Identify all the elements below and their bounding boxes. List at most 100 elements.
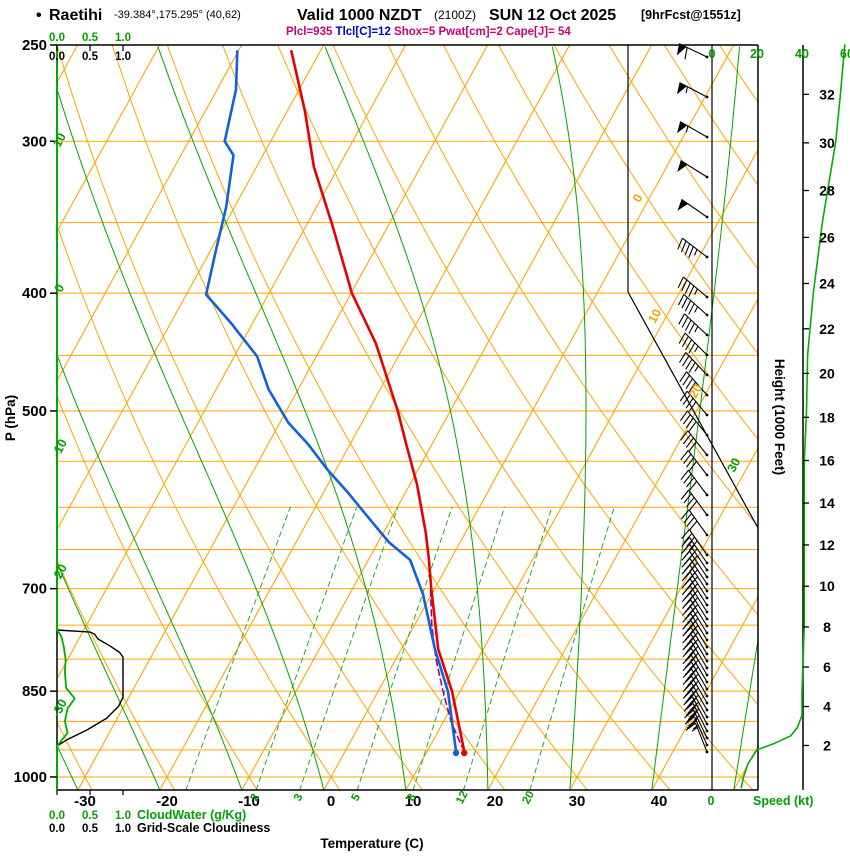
moist-adiabat-line: [57, 561, 161, 790]
wind-barb-station-dot: [705, 729, 709, 733]
wind-barb-station-dot: [705, 55, 709, 59]
wind-barb-full: [688, 285, 695, 297]
isotherm-line: [57, 45, 407, 680]
wind-barb-full: [683, 532, 693, 543]
valid-zulu-label: (2100Z): [434, 8, 476, 22]
wind-barb-full: [683, 433, 692, 445]
wind-barb-station-dot: [705, 575, 709, 579]
mixing-ratio-label: 8: [405, 792, 419, 804]
pressure-tick-label: 850: [22, 683, 47, 700]
wind-barb-full: [685, 722, 696, 731]
wind-barb-full: [689, 540, 698, 551]
speed-scale-label: 0: [709, 47, 716, 61]
wind-barb-full: [688, 421, 697, 432]
pressure-tick-label: 250: [22, 37, 47, 54]
wind-barb-station-dot: [705, 610, 709, 614]
cloudiness-scale-top-label: 1.0: [115, 51, 131, 63]
wind-barb: [681, 544, 709, 572]
isotherm-inline-label: 10: [645, 307, 664, 326]
wind-barb-full: [682, 374, 690, 386]
wind-barb-full: [686, 713, 696, 723]
stability-index-3: Pwat[cm]=2: [435, 26, 502, 38]
wind-barb-full: [681, 599, 691, 609]
wind-barb-full: [686, 720, 697, 729]
wind-barb-full: [682, 661, 692, 672]
cloudiness-scale-top-label: 0.5: [82, 51, 99, 63]
wind-barb-station-dot: [705, 645, 709, 649]
grid-scale-cloudiness-curve: [56, 44, 124, 791]
pressure-tick-label: 300: [22, 133, 47, 150]
moist-adiabat-line: [551, 46, 587, 790]
speed-scale-label: 60: [840, 47, 850, 61]
wind-barb-full: [683, 513, 693, 524]
wind-barb: [681, 550, 709, 579]
isotherm-line: [159, 45, 571, 790]
wind-barb: [681, 571, 709, 600]
wind-barb-full: [683, 493, 692, 504]
dry-adiabat-line: [57, 45, 423, 790]
wind-barb-full: [681, 537, 690, 547]
pressure-tick-label: 700: [22, 581, 47, 598]
stability-index-0: Plcl=935: [286, 26, 333, 38]
wind-barb-pennant: [677, 160, 688, 172]
wind-barb-station-dot: [705, 175, 709, 179]
wind-barb-station-dot: [705, 553, 709, 557]
moist-adiabat-edge-label: -20: [49, 562, 70, 585]
wind-barb-staff: [678, 43, 708, 58]
wind-barb-full: [684, 243, 691, 256]
wind-barb-full: [680, 450, 689, 461]
wind-barb-full: [685, 700, 695, 710]
wind-barb-full: [688, 381, 697, 393]
wind-barb: [680, 450, 709, 477]
temperature-tick-label: 40: [651, 793, 668, 810]
dry-adiabat-line: [277, 45, 754, 790]
wind-barb-full: [688, 362, 696, 373]
isotherm-line: [57, 45, 325, 531]
isotherm-inline-label: 0: [630, 192, 646, 205]
wind-barb-station-dot: [705, 673, 709, 677]
height-tick-label: 16: [819, 453, 835, 469]
wind-barb-station-dot: [705, 694, 709, 698]
wind-barb-full: [685, 378, 694, 389]
mixing-ratio-line: [299, 506, 399, 790]
isotherm-line: [57, 45, 243, 382]
height-tick-label: 20: [819, 365, 835, 381]
wind-barb-station-dot: [705, 433, 709, 437]
cloudiness-scale-bottom-label: 1.0: [115, 823, 131, 835]
mixing-ratio-line: [185, 506, 291, 790]
mixing-ratio-label: 2: [248, 792, 262, 803]
wind-barb: [683, 696, 709, 726]
stability-index-4: Cape[J]= 54: [503, 26, 572, 38]
cloudwater-scale-bottom-label: 0.5: [82, 810, 99, 822]
dry-adiabat-line: [608, 45, 758, 270]
wind-barb-station-dot: [705, 638, 709, 642]
height-tick-label: 26: [819, 229, 835, 245]
wind-barb: [680, 430, 709, 457]
wind-barb-full: [681, 529, 690, 540]
wind-barb-station-dot: [705, 473, 709, 477]
wind-barb-full: [682, 634, 692, 644]
wind-barb-full: [685, 693, 695, 703]
wind-barb-full: [688, 441, 697, 452]
wind-barb-full: [680, 509, 690, 520]
wind-barb: [677, 121, 709, 139]
wind-barb-half: [694, 365, 699, 372]
wind-barb-full: [683, 473, 692, 484]
wind-barb: [677, 198, 709, 219]
cloudwater-scale-top-label: 0.5: [82, 32, 99, 44]
wind-barb-full: [684, 319, 692, 331]
wind-barb-half: [694, 288, 698, 295]
wind-barb: [680, 509, 709, 537]
wind-barb-full: [684, 282, 691, 294]
wind-barb-full: [680, 489, 690, 500]
wind-barb-full: [682, 606, 692, 616]
wind-barb-full: [681, 336, 689, 348]
wind-barb-full: [681, 578, 691, 589]
cloudiness-scale-bottom-label: 0.5: [82, 823, 99, 835]
wind-barb-full: [678, 332, 686, 344]
moist-adiabat-line: [57, 87, 325, 790]
wind-barb-full: [680, 240, 687, 253]
wind-barb: [676, 82, 709, 99]
wind-barb: [685, 722, 709, 754]
